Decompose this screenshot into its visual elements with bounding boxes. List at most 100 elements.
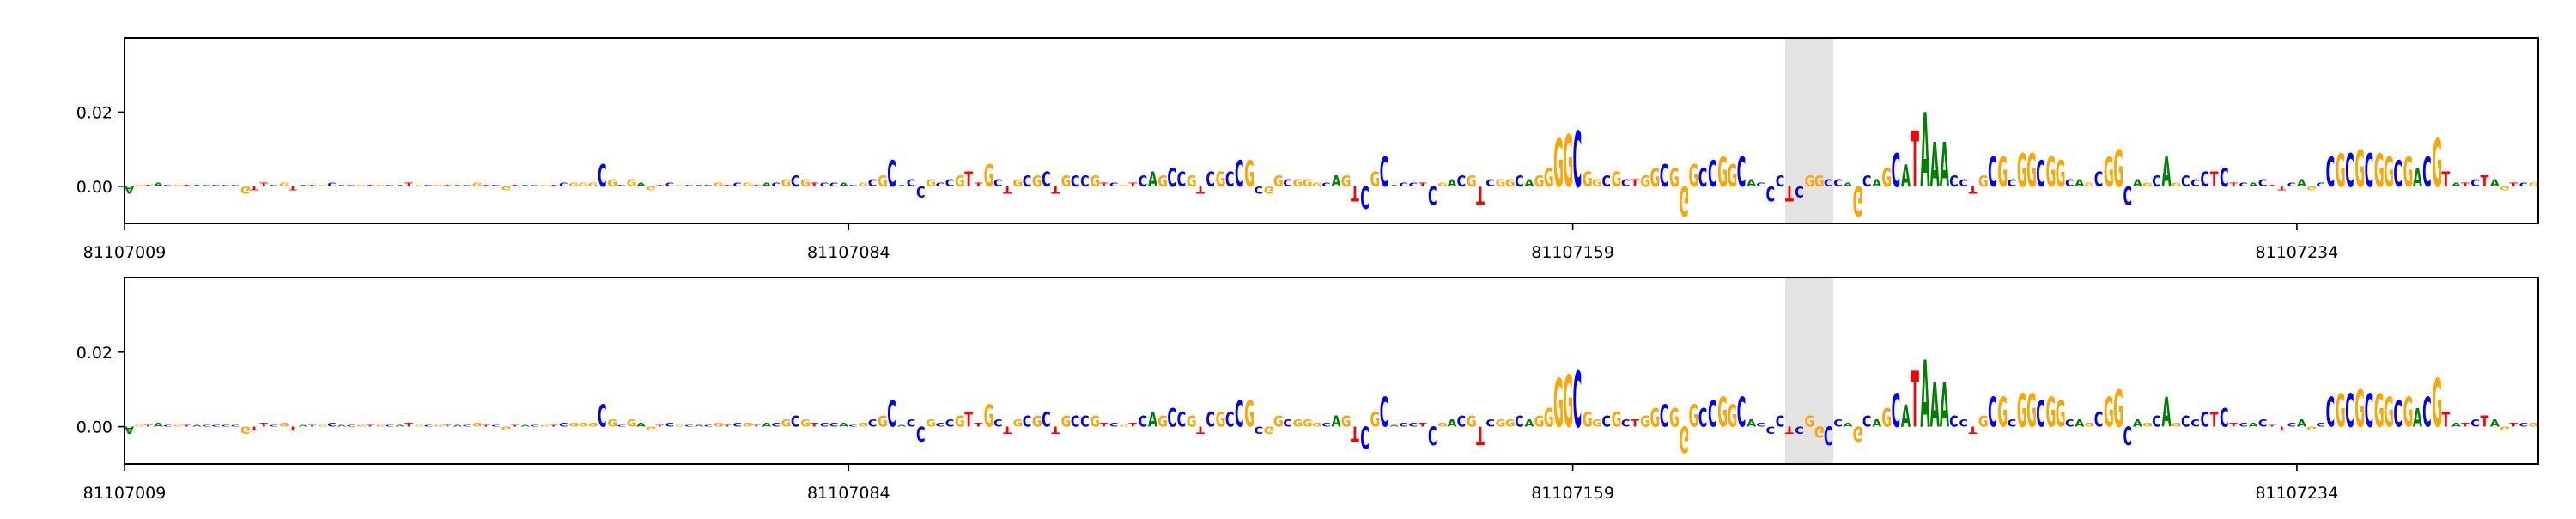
logo-letter: G (859, 422, 869, 428)
logo-letter: A (125, 183, 135, 194)
logo-letter: C (1601, 412, 1611, 430)
logo-letter: G (984, 400, 994, 435)
logo-letter: T (1196, 424, 1205, 435)
logo-letter: A (453, 424, 462, 427)
logo-letter: G (1341, 412, 1352, 430)
logo-letter: G (1881, 163, 1892, 192)
logo-letter: T (810, 181, 818, 187)
logo-letter: C (1283, 418, 1292, 430)
logo-letter: T (2481, 412, 2489, 430)
logo-letter: C (1485, 178, 1495, 189)
logo-letter: C (1737, 150, 1747, 197)
logo-letter: G (578, 181, 588, 187)
logo-letter: A (1940, 370, 1949, 442)
logo-letter: G (414, 184, 424, 186)
logo-letter: G (356, 424, 367, 427)
logo-letter: T (974, 422, 982, 428)
logo-letter: A (1447, 178, 1457, 189)
logo-letter: C (907, 418, 916, 430)
logo-letter: C (1660, 159, 1669, 194)
x-tick-label: 81107084 (807, 243, 890, 262)
logo-letter: C (202, 424, 211, 427)
logo-letter: G (1978, 412, 1989, 430)
logo-letter: A (154, 181, 164, 187)
logo-letter: A (192, 184, 202, 186)
logo-letter: C (1776, 412, 1785, 430)
logo-letter: C (1824, 420, 1833, 451)
logo-letter: C (211, 184, 221, 186)
logo-letter: A (1148, 408, 1158, 432)
logo-letter: G (2529, 422, 2539, 428)
logo-letter: G (1640, 172, 1650, 190)
logo-letter: G (318, 184, 328, 186)
logo-letter: C (1177, 408, 1187, 432)
logo-letter: A (2249, 181, 2259, 187)
logo-letter: A (762, 422, 772, 428)
logo-letter: T (723, 424, 732, 427)
logo-letter: T (182, 184, 191, 186)
logo-letter: G (2142, 422, 2153, 428)
logo-letter: C (386, 184, 395, 186)
logo-letter: T (2442, 408, 2451, 432)
logo-letter: C (1988, 150, 1997, 197)
logo-letter: C (1177, 168, 1187, 192)
logo-letter: T (1419, 181, 1427, 187)
logo-letter: C (848, 424, 858, 427)
logo-letter: A (298, 424, 307, 427)
logo-letter: C (2316, 422, 2325, 428)
logo-letter: G (1814, 172, 1825, 190)
logo-letter: G (2374, 386, 2385, 438)
logo-letter: G (1032, 412, 1042, 430)
logo-letter: T (250, 185, 258, 191)
logo-letter: G (1717, 389, 1728, 437)
logo-letter: G (2026, 145, 2037, 198)
logo-letter: C (202, 184, 211, 186)
x-tick-label: 81107234 (2256, 243, 2339, 262)
logo-letter: C (2065, 418, 2075, 430)
logo-letter: C (1321, 181, 1331, 187)
logo-letter: C (2008, 178, 2017, 189)
logo-letter: G (1312, 181, 1322, 187)
logo-letter: T (1785, 181, 1794, 205)
logo-letter: G (1640, 412, 1650, 430)
logo-letter: G (878, 172, 888, 190)
logo-letter: A (694, 184, 703, 186)
logo-letter: T (964, 168, 973, 192)
logo-letter: C (1708, 394, 1717, 436)
logo-letter: T (482, 424, 491, 427)
logo-letter: T (2277, 425, 2286, 431)
logo-letter: G (2384, 150, 2394, 197)
logo-letter: G (1157, 412, 1168, 430)
logo-letter: C (829, 181, 839, 187)
logo-letter: G (1592, 418, 1602, 430)
logo-letter: C (2094, 168, 2104, 192)
logo-letter: C (771, 181, 781, 187)
logo-letter: C (1776, 172, 1785, 190)
logo-letter: T (1785, 424, 1794, 435)
logo-letter: C (424, 424, 434, 427)
logo-letter: A (2297, 178, 2307, 189)
logo-letter: G (2026, 386, 2037, 438)
logo-letter: C (347, 424, 356, 427)
logo-letter: C (2094, 408, 2104, 432)
logo-letter: C (868, 418, 878, 430)
logo-letter: A (1843, 422, 1853, 428)
logo-letter: T (550, 184, 559, 186)
highlight (1784, 278, 1834, 464)
logo-letter: C (1255, 183, 1264, 194)
logo-letter: C (598, 159, 607, 194)
logo-letter: C (2470, 418, 2480, 430)
logo-letter: C (1428, 420, 1437, 451)
x-tick-label: 81107009 (83, 243, 167, 262)
logo-letter: G (743, 181, 753, 187)
x-tick-label: 81107159 (1531, 243, 1614, 262)
logo-letter: A (395, 424, 404, 427)
logo-letter: A (395, 184, 404, 186)
logo-letter: A (897, 424, 907, 427)
logo-letter: C (1457, 412, 1467, 430)
logo-letter: A (1872, 418, 1882, 430)
logo-letter: C (2345, 386, 2354, 438)
logo-letter: C (1485, 418, 1495, 430)
logo-letter: G (1216, 408, 1226, 432)
